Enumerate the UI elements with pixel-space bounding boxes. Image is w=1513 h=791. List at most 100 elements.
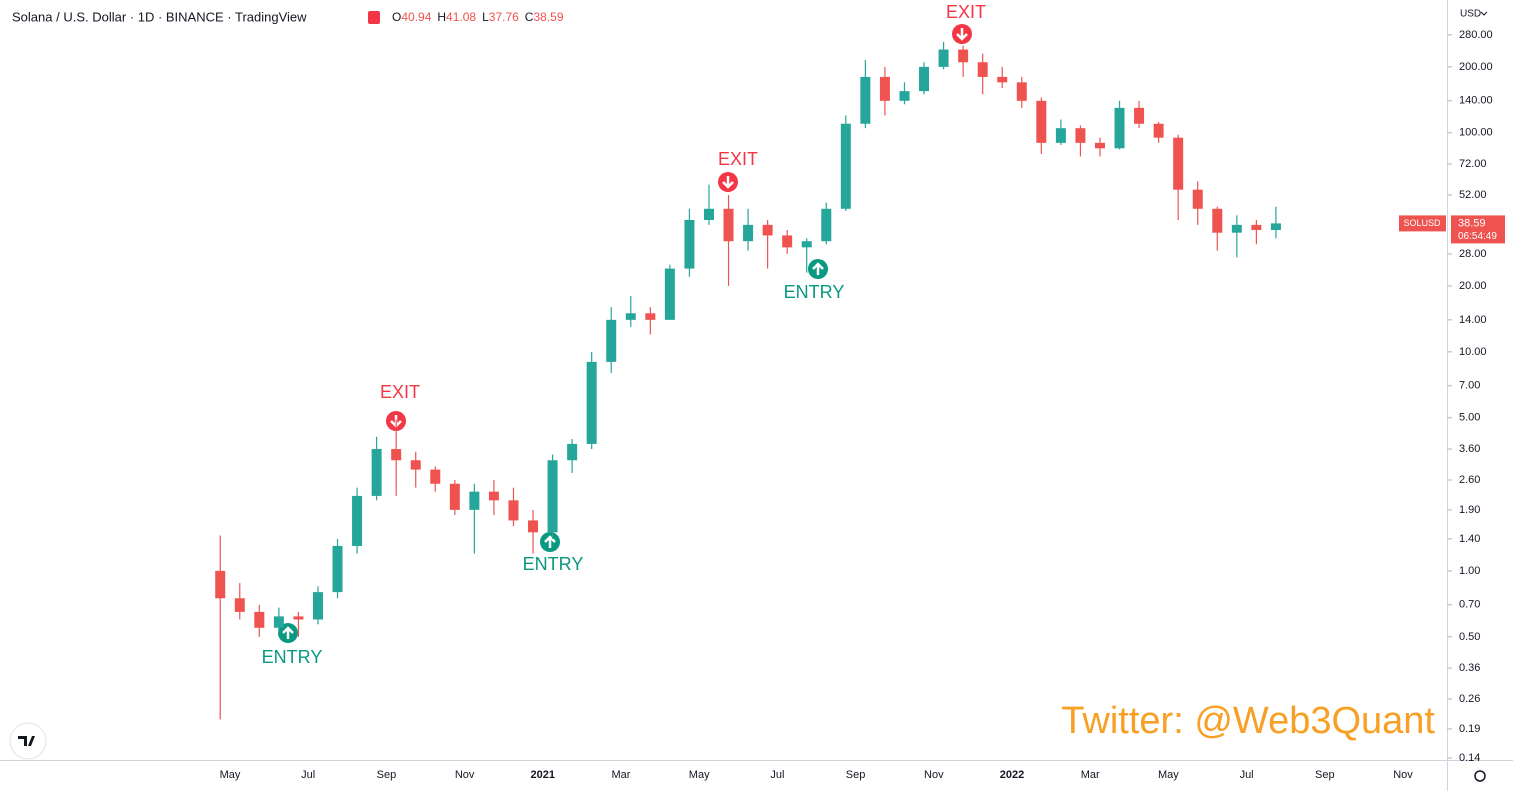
price-tag: [1451, 215, 1505, 244]
y-tick-label: 3.60: [1459, 443, 1480, 455]
y-tick-label: 100.00: [1459, 127, 1493, 139]
candle-body: [1153, 123, 1164, 138]
candle-body: [254, 611, 265, 628]
quote-name: C: [525, 10, 534, 24]
y-tick-label: 20.00: [1459, 280, 1487, 292]
annotation-label: EXIT: [380, 382, 420, 402]
y-tick-label: 0.19: [1459, 723, 1480, 735]
candle-body: [567, 443, 578, 461]
y-tick-label: 5.00: [1459, 412, 1480, 424]
candle-body: [1192, 189, 1203, 209]
annotations: ENTRY EXIT ENTRY EXIT ENTRY EXIT: [262, 2, 986, 667]
candle-body: [1055, 128, 1066, 143]
arrow: [282, 626, 294, 639]
y-tick-label: 1.40: [1459, 533, 1480, 545]
candle-body: [801, 241, 812, 248]
candle-body: [762, 224, 773, 236]
candle-body: [332, 545, 343, 593]
price-label: 38.59: [1458, 217, 1486, 229]
quote-name: O: [392, 10, 401, 24]
candle-body: [782, 235, 793, 248]
candle-body: [606, 319, 617, 362]
candle-body: [430, 469, 441, 484]
annotation-label: ENTRY: [262, 647, 323, 667]
flag-icon[interactable]: [368, 11, 380, 24]
candle-body: [1114, 107, 1125, 149]
arrow: [812, 262, 824, 275]
settings-icon[interactable]: [1474, 770, 1486, 782]
x-tick-label: Sep: [1315, 769, 1335, 781]
candle-body: [938, 49, 949, 67]
y-tick-label: 28.00: [1459, 248, 1487, 260]
candle-body: [1270, 223, 1281, 231]
x-tick-label: May: [1158, 769, 1179, 781]
arrow: [722, 176, 734, 189]
candle-body: [371, 449, 382, 496]
candle-body: [528, 520, 539, 533]
candle-body: [469, 491, 480, 510]
currency-caret[interactable]: [1480, 11, 1488, 16]
candle-body: [743, 224, 754, 242]
x-tick-label: Nov: [1393, 769, 1413, 781]
chart-title: Solana / U.S. Dollar · 1D · BINANCE · Tr…: [12, 9, 307, 24]
arrow: [544, 535, 556, 548]
symbol-label: SOLUSD: [1403, 218, 1441, 228]
y-tick-label: 1.90: [1459, 504, 1480, 516]
candle-body: [703, 208, 714, 220]
x-tick-label: Mar: [1081, 769, 1100, 781]
quote-value: 37.76: [489, 10, 519, 24]
candle-body: [1036, 100, 1047, 143]
candle-body: [586, 361, 597, 444]
quote-name: H: [437, 10, 446, 24]
symbol-tag: [1399, 215, 1446, 232]
y-tick-label: 14.00: [1459, 314, 1487, 326]
x-tick-label: Jul: [1240, 769, 1254, 781]
candle-body: [625, 313, 636, 320]
candle-body: [273, 616, 284, 628]
x-tick-label: 2022: [1000, 769, 1024, 781]
candle-body: [1094, 142, 1105, 149]
candle-body: [645, 313, 656, 320]
candle-body: [391, 449, 402, 461]
candle-body: [919, 66, 930, 92]
y-tick-label: 0.50: [1459, 631, 1480, 643]
y-tick-label: 10.00: [1459, 346, 1487, 358]
quote-value: 40.94: [401, 10, 431, 24]
tv-logo-mark: [18, 736, 35, 746]
candle-body: [1075, 128, 1086, 143]
candle-body: [977, 62, 988, 77]
quote-value: 41.08: [446, 10, 476, 24]
tv-logo[interactable]: [9, 722, 47, 760]
arrow: [956, 28, 968, 41]
annotation-label: EXIT: [718, 149, 758, 169]
candle-body: [508, 500, 519, 521]
candle-body: [449, 483, 460, 510]
x-tick-label: Nov: [455, 769, 475, 781]
y-tick-label: 0.26: [1459, 693, 1480, 705]
candle-body: [410, 460, 421, 470]
candle-body: [352, 495, 363, 546]
x-tick-label: Sep: [377, 769, 397, 781]
candle-body: [488, 491, 499, 501]
currency[interactable]: USD: [1460, 9, 1481, 20]
candle-body: [840, 123, 851, 209]
y-tick-label: 0.36: [1459, 662, 1480, 674]
x-tick-label: Sep: [846, 769, 866, 781]
candle-body: [312, 592, 323, 620]
candle-body: [234, 598, 245, 612]
x-tick-label: May: [689, 769, 710, 781]
candle-body: [723, 208, 734, 242]
x-tick-label: Nov: [924, 769, 944, 781]
candle-body: [1134, 107, 1145, 124]
y-tick-label: 2.60: [1459, 474, 1480, 486]
quote-value: 38.59: [533, 10, 563, 24]
candle-body: [1016, 82, 1027, 101]
candle-body: [1251, 224, 1262, 231]
y-tick-label: 280.00: [1459, 29, 1493, 41]
x-tick-label: May: [220, 769, 241, 781]
candle-body: [1173, 137, 1184, 190]
candle-body: [547, 460, 558, 533]
candle-body: [860, 76, 871, 124]
